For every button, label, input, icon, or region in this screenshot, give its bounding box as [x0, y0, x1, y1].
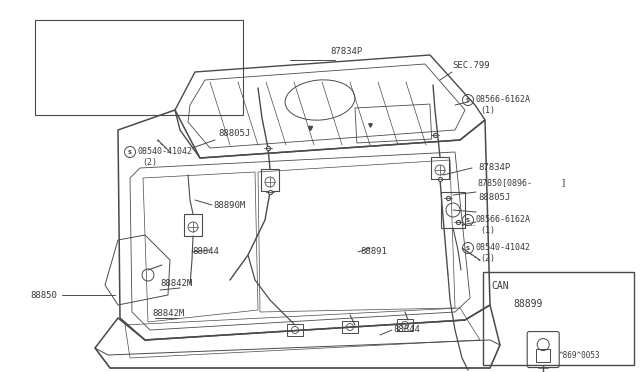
Text: 87850[0896-: 87850[0896-	[478, 179, 533, 187]
Text: 87834P: 87834P	[330, 48, 362, 57]
Bar	[184, 214, 202, 236]
Text: 88844: 88844	[393, 326, 420, 334]
Bar	[35, 20, 243, 115]
Text: 08540-41042: 08540-41042	[476, 244, 531, 253]
Text: 88844: 88844	[192, 247, 219, 257]
Text: S: S	[466, 246, 470, 250]
Bar	[483, 272, 634, 365]
Text: 88805J: 88805J	[218, 128, 250, 138]
Bar	[397, 319, 413, 331]
Text: 08566-6162A: 08566-6162A	[476, 96, 531, 105]
Bar	[261, 169, 279, 191]
Text: CAN: CAN	[492, 280, 509, 291]
Bar	[441, 192, 465, 228]
Text: (1): (1)	[480, 106, 495, 115]
Text: 88805J: 88805J	[478, 193, 510, 202]
Text: 88842M: 88842M	[160, 279, 192, 288]
Text: 08566-6162A: 08566-6162A	[476, 215, 531, 224]
Text: ]: ]	[560, 179, 565, 187]
Text: (2): (2)	[142, 158, 157, 167]
Bar	[355, 104, 432, 143]
Text: (1): (1)	[480, 227, 495, 235]
Text: (2): (2)	[480, 254, 495, 263]
Bar	[536, 349, 550, 362]
Text: 08540-41042: 08540-41042	[138, 148, 193, 157]
Text: S: S	[128, 150, 132, 154]
Text: S: S	[466, 218, 470, 222]
Text: S: S	[466, 97, 470, 103]
Text: 88890M: 88890M	[213, 201, 245, 209]
Text: 88899: 88899	[513, 299, 543, 308]
Bar	[287, 324, 303, 336]
Text: 88891: 88891	[360, 247, 387, 257]
Text: 88850: 88850	[30, 291, 57, 299]
Text: 87834P: 87834P	[478, 164, 510, 173]
Bar	[342, 321, 358, 333]
Bar	[431, 157, 449, 179]
Text: SEC.799: SEC.799	[452, 61, 490, 70]
Text: ^869^0053: ^869^0053	[558, 351, 600, 360]
Text: 88842M: 88842M	[152, 308, 184, 317]
